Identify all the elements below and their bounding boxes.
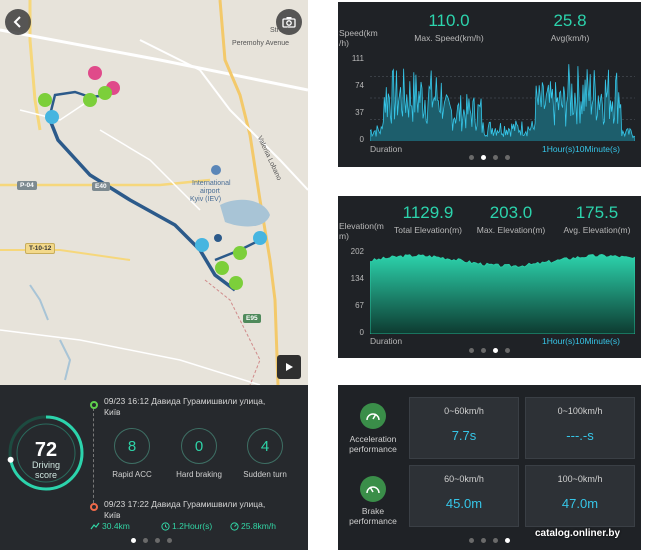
sudden-turn-label: Sudden turn <box>243 470 287 479</box>
trip-start-marker <box>90 401 98 409</box>
elevation-tick: 67 <box>355 301 364 310</box>
speed-tick: 0 <box>359 135 364 144</box>
summary-pager[interactable] <box>131 538 172 543</box>
hard-braking-label: Hard braking <box>176 470 222 479</box>
max-speed-label: Max. Speed(km/h) <box>414 33 484 43</box>
trip-avg-speed: 25.8km/h <box>230 521 276 531</box>
map-label-airport-2: airport <box>200 188 220 195</box>
sudden-turn-count: 4 <box>247 428 283 464</box>
speed-tick: 37 <box>355 108 364 117</box>
elevation-tick: 0 <box>359 328 364 337</box>
speed-x-unit: 1Hour(s)10Minute(s) <box>542 144 620 154</box>
elevation-tick: 202 <box>350 247 364 256</box>
trip-summary-panel <box>0 385 308 550</box>
max-elevation-label: Max. Elevation(m) <box>476 225 546 235</box>
hard-braking-count: 0 <box>181 428 217 464</box>
card-title: 100~0km/h <box>557 474 603 484</box>
avg-elevation-value: 175.5 <box>575 203 619 222</box>
speed-chart <box>370 64 635 141</box>
card-title: 60~0km/h <box>444 474 484 484</box>
brake-60-0-card: 60~0km/h 45.0m <box>409 465 519 527</box>
max-speed-value: 110.0 <box>428 11 470 30</box>
airport-icon <box>211 165 221 175</box>
route-icon <box>90 522 100 530</box>
card-value: ---.-s <box>566 428 594 443</box>
road-badge-p04: P-04 <box>17 181 37 190</box>
card-title: 0~100km/h <box>557 406 603 416</box>
elevation-tick: 134 <box>350 274 364 283</box>
play-icon <box>286 363 293 371</box>
max-elevation-value: 203.0 <box>489 203 533 222</box>
performance-pager[interactable] <box>469 538 510 543</box>
camera-button[interactable] <box>276 9 302 35</box>
card-value: 7.7s <box>451 428 477 443</box>
speed-pager[interactable] <box>469 155 510 160</box>
clock-icon <box>161 521 170 531</box>
acceleration-gauge-icon <box>360 403 386 429</box>
elevation-pager[interactable] <box>469 348 510 353</box>
total-elevation-value: 1129.9 <box>402 203 454 222</box>
play-button[interactable] <box>277 355 301 379</box>
accel-0-100-card: 0~100km/h ---.-s <box>525 397 635 459</box>
acceleration-performance-label: Acceleration performance <box>349 434 397 454</box>
road-badge-e95: E95 <box>243 314 261 323</box>
brake-gauge-icon <box>360 476 386 502</box>
map-label-airport-1: International <box>192 180 231 187</box>
trip-timeline <box>93 408 94 503</box>
trip-duration: 1.2Hour(s) <box>161 521 212 531</box>
map-label-street: Street <box>270 27 289 34</box>
watermark: catalog.onliner.by <box>535 528 621 539</box>
map-label-peremohy: Peremohy Avenue <box>232 40 290 47</box>
avg-speed-label: Avg(km/h) <box>550 33 590 43</box>
brake-performance-label: Brake performance <box>349 506 397 526</box>
trip-distance: 30.4km <box>90 521 130 531</box>
speed-ylabel: Speed(km/h) <box>339 28 378 48</box>
speed-duration-label: Duration <box>370 144 403 154</box>
trip-start-text: 09/23 16:12 Давида Гурамишвили улица, Киї… <box>104 396 266 417</box>
road-badge-e40: E40 <box>92 182 110 191</box>
speedometer-icon <box>230 521 239 531</box>
speed-tick: 111 <box>351 54 364 63</box>
card-value: 47.0m <box>561 496 599 511</box>
trip-end-text: 09/23 17:22 Давида Гурамишвили улица, Киї… <box>104 499 266 520</box>
accel-0-60-card: 0~60km/h 7.7s <box>409 397 519 459</box>
rapid-acc-count: 8 <box>114 428 150 464</box>
road-badge-t1012: T-10-12 <box>25 243 56 254</box>
speed-tick: 74 <box>355 81 364 90</box>
back-button[interactable] <box>5 9 31 35</box>
avg-speed-value: 25.8 <box>553 11 587 30</box>
rapid-acc-label: Rapid ACC <box>112 470 152 479</box>
camera-icon <box>282 17 296 28</box>
driving-score-label: Driving score <box>31 460 60 480</box>
map-background <box>0 0 308 385</box>
card-value: 45.0m <box>445 496 483 511</box>
trip-end-marker <box>90 503 98 511</box>
card-title: 0~60km/h <box>444 406 484 416</box>
elevation-ylabel: Elevation(m m) <box>339 221 384 241</box>
elevation-chart <box>370 253 635 334</box>
elevation-x-unit: 1Hour(s)10Minute(s) <box>542 336 620 346</box>
back-arrow-icon <box>13 16 21 28</box>
route-map[interactable]: Street Peremohy Avenue Valeriia Lobano I… <box>0 0 308 385</box>
elevation-duration-label: Duration <box>370 336 403 346</box>
driving-score-value: 72 <box>34 439 58 461</box>
avg-elevation-label: Avg. Elevation(m) <box>563 225 631 235</box>
brake-100-0-card: 100~0km/h 47.0m <box>525 465 635 527</box>
map-label-airport-3: Kyiv (IEV) <box>190 196 222 203</box>
total-elevation-label: Total Elevation(m) <box>393 225 463 235</box>
driving-score-gauge <box>7 415 84 491</box>
